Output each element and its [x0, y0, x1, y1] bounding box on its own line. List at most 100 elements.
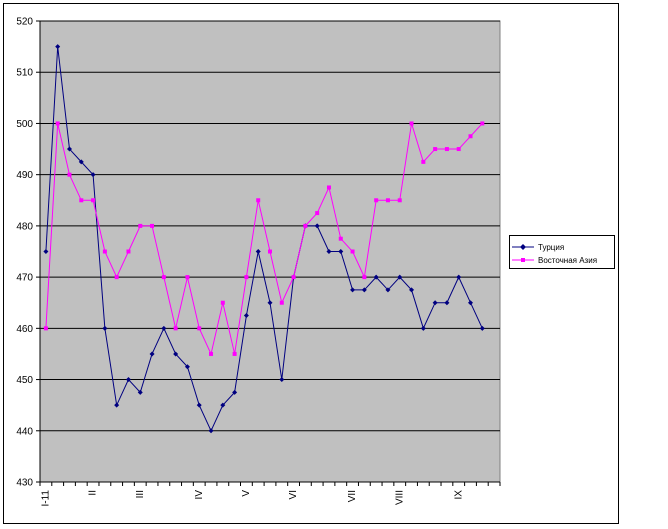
legend-swatch-series-2 [512, 258, 534, 262]
legend-entry-series-1: Турция [512, 241, 564, 253]
data-point [161, 325, 167, 331]
data-point [90, 172, 96, 178]
data-point [279, 377, 285, 383]
data-point [468, 300, 474, 306]
y-tick-label: 500 [16, 119, 33, 130]
series-2 [43, 121, 485, 356]
y-tick-label: 430 [16, 478, 33, 489]
y-axis-ticks: 430 440 450 460 470 480 490 500 510 520 [16, 17, 40, 489]
data-point [456, 274, 462, 280]
legend: Турция Восточная Азия [509, 235, 615, 269]
data-point [150, 223, 155, 228]
data-point [350, 287, 356, 293]
data-point [173, 326, 178, 331]
data-point [267, 300, 273, 306]
legend-label-series-1: Турция [538, 242, 565, 252]
data-point [161, 275, 166, 280]
data-point [138, 223, 143, 228]
data-point [173, 351, 179, 357]
x-tick-label: V [241, 490, 252, 497]
data-point [232, 389, 238, 395]
data-point [184, 364, 190, 370]
data-point [232, 351, 237, 356]
data-point [125, 377, 131, 383]
data-point [91, 198, 96, 203]
x-axis-ticks: I-11 II III IV V VI VII VIII IX [39, 482, 501, 507]
data-point [373, 274, 379, 280]
data-point [78, 159, 84, 165]
data-point [126, 249, 131, 254]
data-point [397, 274, 403, 280]
data-point [361, 287, 367, 293]
data-point [268, 249, 272, 254]
legend-label-series-2: Восточная Азия [538, 255, 598, 265]
y-tick-label: 520 [16, 17, 33, 28]
data-point [480, 121, 485, 126]
data-point [326, 249, 332, 254]
data-point [209, 351, 214, 356]
x-tick-label: IX [453, 490, 464, 500]
data-point [114, 402, 120, 408]
data-point [220, 402, 226, 408]
data-point [55, 44, 61, 50]
x-tick-label: II [88, 490, 99, 496]
x-tick-label: VIII [394, 490, 405, 505]
data-point [185, 275, 190, 280]
data-point [244, 275, 249, 280]
data-point [256, 198, 261, 203]
y-tick-label: 440 [16, 426, 33, 437]
y-tick-label: 460 [16, 324, 33, 335]
data-point [114, 275, 119, 280]
data-point [409, 287, 415, 293]
data-point [196, 402, 202, 408]
data-point [137, 389, 143, 395]
data-point [409, 121, 414, 126]
data-point [433, 147, 438, 152]
data-point [102, 325, 108, 331]
data-point [67, 172, 72, 177]
data-point [362, 275, 367, 280]
data-point [350, 249, 355, 254]
data-point [420, 325, 426, 331]
y-tick-label: 490 [16, 170, 33, 181]
data-point [197, 326, 202, 331]
series-line-1 [45, 46, 483, 432]
data-point [421, 159, 426, 164]
data-point [326, 185, 331, 190]
x-tick-label: I-11 [41, 490, 52, 507]
data-point [102, 249, 107, 254]
data-point [397, 198, 402, 203]
data-point [479, 325, 485, 331]
y-tick-label: 450 [16, 375, 33, 386]
x-tick-label: III [135, 490, 146, 498]
data-point [468, 134, 473, 139]
data-point [385, 287, 391, 293]
data-point [149, 351, 155, 357]
series-1 [43, 44, 485, 434]
x-tick-label: VI [288, 490, 299, 499]
x-tick-label: VII [347, 490, 358, 502]
legend-swatch-series-1 [512, 244, 534, 250]
data-point [338, 249, 344, 254]
y-tick-label: 480 [16, 221, 33, 232]
data-point [208, 428, 214, 434]
data-point [55, 121, 60, 126]
data-point [315, 211, 320, 216]
data-point [79, 198, 84, 203]
data-point [279, 300, 284, 305]
series-line-2 [45, 123, 483, 356]
x-tick-label: IV [194, 490, 205, 500]
data-point [314, 223, 320, 229]
data-point [374, 198, 379, 203]
data-point [291, 275, 296, 280]
data-point [66, 146, 72, 152]
data-point [444, 147, 449, 152]
data-point [444, 300, 450, 306]
y-tick-label: 510 [16, 68, 33, 79]
data-point [43, 326, 48, 331]
y-tick-label: 470 [16, 273, 33, 284]
gridlines [40, 20, 500, 432]
data-point [338, 236, 343, 241]
data-point [432, 300, 438, 306]
